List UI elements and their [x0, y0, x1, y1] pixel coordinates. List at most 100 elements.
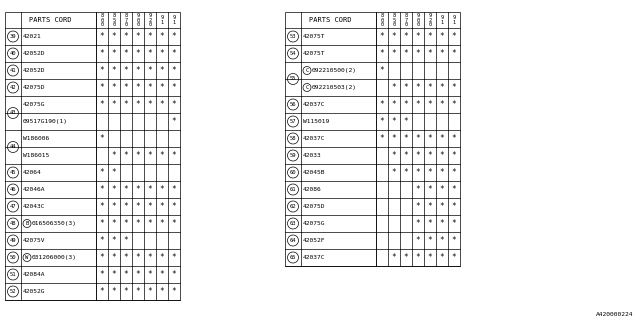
Text: 60: 60 [290, 170, 296, 175]
Text: *: * [452, 236, 456, 245]
Bar [5, 12, 180, 300]
Text: *: * [124, 100, 128, 109]
Text: *: * [124, 83, 128, 92]
Text: 42052G: 42052G [23, 289, 45, 294]
Text: *: * [392, 117, 396, 126]
Text: 9
1: 9 1 [440, 15, 444, 25]
Text: *: * [380, 66, 384, 75]
Text: *: * [112, 287, 116, 296]
Text: *: * [380, 100, 384, 109]
Text: 54: 54 [290, 51, 296, 56]
Text: *: * [160, 49, 164, 58]
Text: *: * [124, 287, 128, 296]
Text: *: * [112, 100, 116, 109]
Text: 42075G: 42075G [23, 102, 45, 107]
Text: *: * [428, 202, 432, 211]
Text: *: * [172, 83, 176, 92]
Text: *: * [100, 253, 104, 262]
Text: C: C [305, 85, 308, 90]
Text: 9
2
0: 9 2 0 [428, 13, 431, 27]
Text: W186015: W186015 [23, 153, 49, 158]
Text: *: * [172, 253, 176, 262]
Text: *: * [428, 83, 432, 92]
Text: *: * [416, 32, 420, 41]
Text: *: * [380, 134, 384, 143]
Text: 61: 61 [290, 187, 296, 192]
Text: *: * [404, 100, 408, 109]
Text: *: * [136, 32, 140, 41]
Text: *: * [440, 168, 444, 177]
Text: *: * [380, 32, 384, 41]
Text: *: * [428, 151, 432, 160]
Text: *: * [112, 185, 116, 194]
Text: *: * [100, 287, 104, 296]
Text: *: * [112, 236, 116, 245]
Text: *: * [452, 151, 456, 160]
Text: 9
0
0: 9 0 0 [136, 13, 140, 27]
Text: *: * [428, 168, 432, 177]
Text: *: * [172, 287, 176, 296]
Text: 51: 51 [10, 272, 16, 277]
Text: 52: 52 [10, 289, 16, 294]
Text: 57: 57 [290, 119, 296, 124]
Text: 42046A: 42046A [23, 187, 45, 192]
Text: *: * [428, 185, 432, 194]
Text: *: * [100, 236, 104, 245]
Text: *: * [100, 134, 104, 143]
Text: 40: 40 [10, 51, 16, 56]
Text: *: * [416, 202, 420, 211]
Text: *: * [160, 66, 164, 75]
Text: *: * [124, 66, 128, 75]
Text: *: * [172, 117, 176, 126]
Bar [285, 12, 460, 266]
Text: 42075T: 42075T [303, 34, 326, 39]
Text: 031206000(3): 031206000(3) [32, 255, 77, 260]
Text: 42075T: 42075T [303, 51, 326, 56]
Text: 8
5
0: 8 5 0 [113, 13, 116, 27]
Text: *: * [112, 219, 116, 228]
Text: *: * [416, 168, 420, 177]
Text: 8
7
0: 8 7 0 [404, 13, 408, 27]
Text: *: * [452, 168, 456, 177]
Text: 42064: 42064 [23, 170, 42, 175]
Text: 092210500(2): 092210500(2) [312, 68, 357, 73]
Text: 42075G: 42075G [303, 221, 326, 226]
Text: *: * [136, 83, 140, 92]
Text: B: B [26, 221, 29, 226]
Text: *: * [428, 236, 432, 245]
Text: *: * [392, 134, 396, 143]
Text: *: * [404, 151, 408, 160]
Text: *: * [428, 100, 432, 109]
Text: 42037C: 42037C [303, 255, 326, 260]
Text: *: * [124, 270, 128, 279]
Text: *: * [160, 270, 164, 279]
Text: 59: 59 [290, 153, 296, 158]
Text: *: * [172, 202, 176, 211]
Text: *: * [136, 270, 140, 279]
Text: 42043C: 42043C [23, 204, 45, 209]
Text: *: * [416, 134, 420, 143]
Text: *: * [148, 83, 152, 92]
Text: 50: 50 [10, 255, 16, 260]
Text: *: * [172, 32, 176, 41]
Text: 016506350(3): 016506350(3) [32, 221, 77, 226]
Text: *: * [452, 134, 456, 143]
Text: 09517G190(1): 09517G190(1) [23, 119, 68, 124]
Text: *: * [136, 49, 140, 58]
Text: 42052F: 42052F [303, 238, 326, 243]
Text: *: * [112, 151, 116, 160]
Text: *: * [136, 185, 140, 194]
Text: 56: 56 [290, 102, 296, 107]
Text: 42: 42 [10, 85, 16, 90]
Text: *: * [100, 185, 104, 194]
Text: *: * [148, 49, 152, 58]
Text: *: * [100, 66, 104, 75]
Text: *: * [392, 49, 396, 58]
Text: 63: 63 [290, 221, 296, 226]
Text: *: * [392, 100, 396, 109]
Text: *: * [452, 100, 456, 109]
Text: *: * [148, 253, 152, 262]
Text: *: * [112, 32, 116, 41]
Text: *: * [100, 100, 104, 109]
Text: *: * [416, 49, 420, 58]
